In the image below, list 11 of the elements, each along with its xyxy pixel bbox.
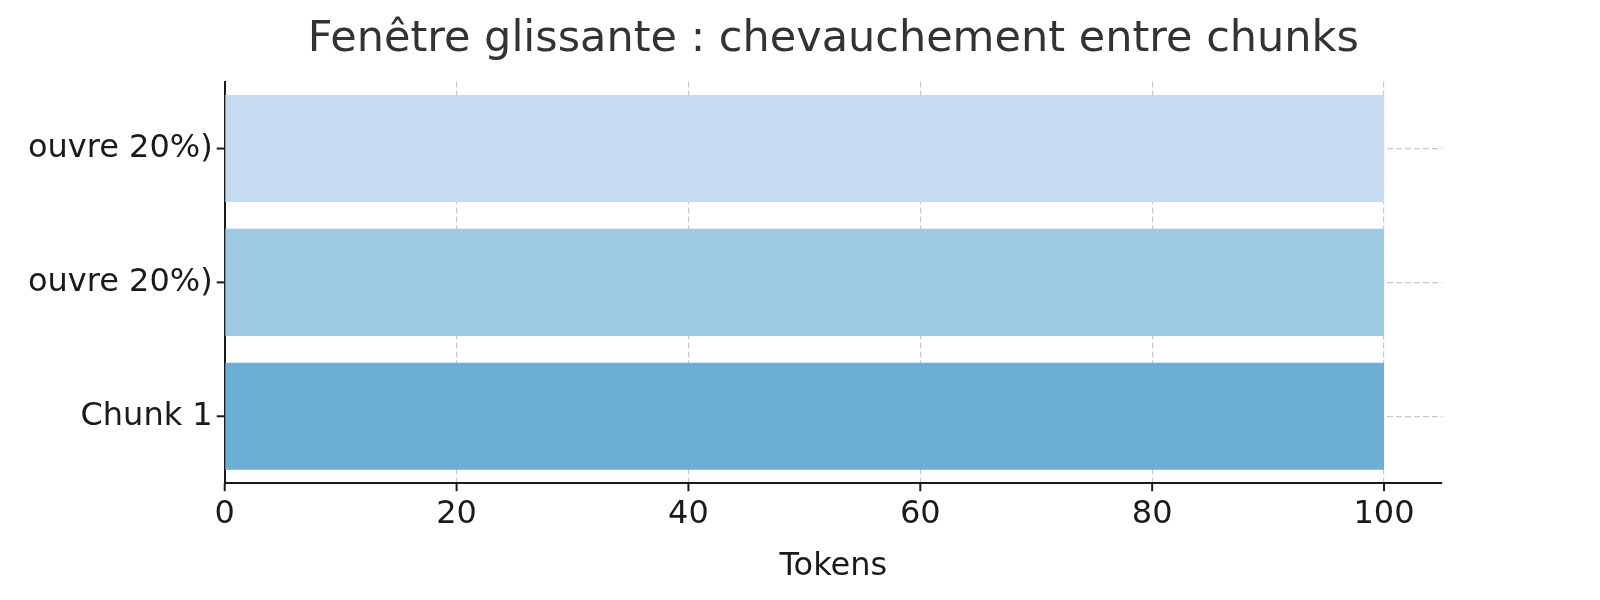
chart-title: Fenêtre glissante : chevauchement entre chunks: [307, 10, 1359, 61]
y-tick-label: Chunk 1: [80, 394, 213, 433]
x-tick-label: 80: [1131, 492, 1173, 531]
x-tick-label: 0: [214, 492, 235, 531]
x-tick-label: 20: [436, 492, 477, 531]
x-tick-label: 40: [668, 492, 709, 531]
x-tick-label: 100: [1353, 492, 1415, 531]
x-axis-title: Tokens: [778, 545, 888, 584]
y-tick-label: ouvre 20%): [28, 260, 213, 299]
y-tick-label: ouvre 20%): [28, 126, 213, 165]
x-tick-label: 60: [899, 492, 941, 531]
